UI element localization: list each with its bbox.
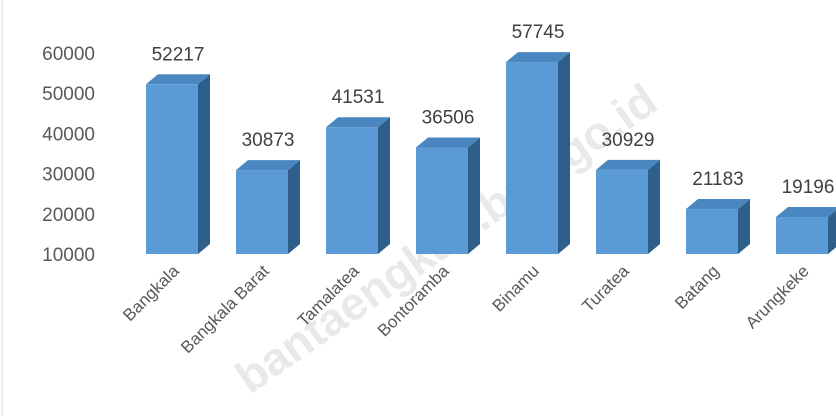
y-tick-label: 10000 (42, 245, 95, 266)
data-label: 52217 (152, 44, 205, 65)
bar-side-face (288, 160, 300, 254)
bar (236, 160, 300, 254)
bar-front-face (326, 127, 378, 254)
bar (596, 159, 660, 254)
y-axis: 10000 20000 30000 40000 50000 60000 (42, 44, 95, 266)
x-category-label: Batang (671, 261, 723, 313)
bar-top-face (596, 159, 660, 170)
bar-front-face (236, 170, 288, 254)
bar-front-face (686, 209, 738, 254)
bar-series (146, 52, 836, 255)
y-tick-label: 20000 (42, 205, 95, 226)
bar-front-face (506, 62, 558, 255)
x-category-label: Turatea (578, 261, 633, 316)
bar (686, 199, 750, 254)
bar (776, 207, 836, 254)
bar-front-face (416, 147, 468, 254)
data-label: 30929 (602, 130, 655, 151)
bar-top-face (236, 160, 300, 171)
bar-side-face (378, 117, 390, 254)
bar-side-face (648, 159, 660, 254)
y-tick-label: 40000 (42, 124, 95, 145)
data-label: 19196 (782, 177, 835, 198)
y-tick-label: 30000 (42, 165, 95, 186)
bar-front-face (146, 84, 198, 254)
bar-front-face (776, 217, 828, 254)
bar-top-face (416, 137, 480, 148)
bar-side-face (198, 74, 210, 254)
bar-side-face (468, 137, 480, 254)
data-labels: 52217 30873 41531 36506 57745 30929 21183 19196 (152, 22, 835, 198)
data-label: 57745 (512, 22, 565, 43)
bar (326, 117, 390, 254)
y-tick-label: 50000 (42, 84, 95, 105)
bar-side-face (558, 52, 570, 255)
data-label: 41531 (332, 87, 385, 108)
x-category-label: Arungkeke (742, 261, 813, 332)
bar (506, 52, 570, 255)
x-category-label: Bangkala (119, 261, 183, 325)
data-label: 36506 (422, 107, 475, 128)
bar-side-face (738, 199, 750, 254)
bar (146, 74, 210, 254)
data-label: 30873 (242, 130, 295, 151)
bar-front-face (596, 169, 648, 254)
x-category-label: Binamu (489, 261, 543, 315)
bar-top-face (146, 74, 210, 85)
bar-top-face (506, 52, 570, 63)
bar-side-face (828, 210, 836, 254)
bar-top-face (326, 117, 390, 128)
bar (416, 137, 480, 254)
data-label: 21183 (692, 169, 743, 190)
bar-top-face (776, 207, 836, 218)
y-tick-label: 60000 (42, 44, 95, 65)
bar-top-face (686, 199, 750, 210)
